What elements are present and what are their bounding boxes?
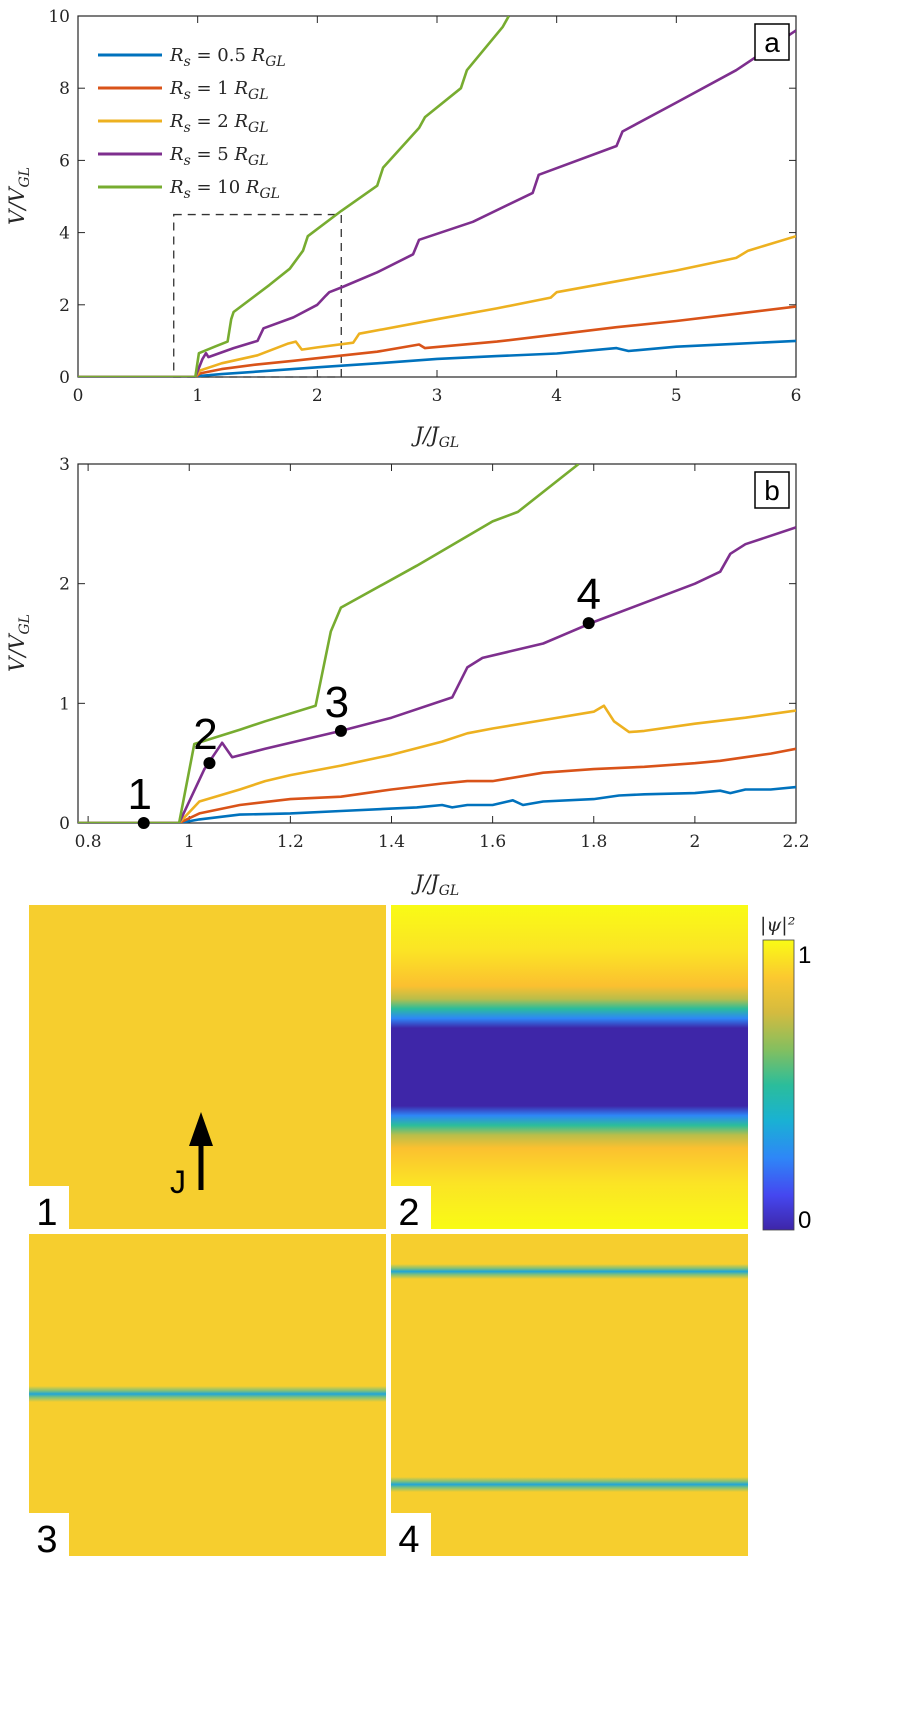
panel-a-series [78, 16, 796, 377]
map-tile-3: 3 [29, 1234, 386, 1561]
legend-entry-0: Rs = 0.5 RGL [169, 45, 286, 70]
series-line-2 [78, 704, 796, 823]
panel-b-series [78, 464, 796, 823]
map-tile-4-stripe-lower [391, 1477, 748, 1492]
ytick-label: 2 [59, 296, 70, 316]
panel-a-tag: a [764, 27, 780, 58]
panel-b-ylabel: V/VGL [5, 614, 33, 672]
series-line-3 [78, 526, 796, 823]
panel-b-tag: b [764, 475, 780, 506]
map-tile-4-stripe-upper [391, 1264, 748, 1279]
xtick-label: 2.2 [782, 832, 809, 852]
state-marker-3 [334, 724, 347, 737]
ytick-label: 1 [59, 694, 70, 714]
map-tile-4-field [391, 1234, 748, 1556]
xtick-label: 6 [791, 386, 802, 406]
state-marker-2 [203, 757, 216, 770]
xtick-label: 2 [312, 386, 323, 406]
map-tile-2: 2 [391, 905, 748, 1234]
map-tile-3-label-bg [29, 1513, 69, 1556]
panel-a-ylabel: V/VGL [5, 167, 33, 225]
series-line-1 [78, 747, 796, 823]
series-line-0 [78, 339, 796, 377]
map-tile-1-label-bg [29, 1186, 69, 1229]
panel-a-zoom-box [173, 213, 342, 378]
xtick-label: 1.8 [580, 832, 607, 852]
panel-a-ticks: 0 1 2 3 4 5 6 0 2 4 6 8 10 [48, 7, 801, 406]
xtick-label: 1.4 [378, 832, 405, 852]
xtick-label: 3 [432, 386, 443, 406]
ytick-label: 2 [59, 575, 70, 595]
xtick-label: 1.6 [479, 832, 506, 852]
map-tile-1-label: 1 [36, 1192, 57, 1234]
ytick-label: 8 [59, 79, 70, 99]
xtick-label: 0 [73, 386, 84, 406]
map-tile-4-label: 4 [398, 1519, 419, 1561]
map-tile-3-stripe [29, 1386, 386, 1402]
colorbar-max-label: 1 [798, 942, 811, 969]
legend-entry-3: Rs = 5 RGL [169, 144, 269, 169]
xtick-label: 1.2 [277, 832, 304, 852]
map-tile-1: J 1 [29, 905, 386, 1234]
panel-a-tag-box [754, 23, 790, 61]
legend-entry-1: Rs = 1 RGL [169, 78, 269, 103]
legend: Rs = 0.5 RGL Rs = 1 RGL Rs = 2 RGL Rs = … [98, 45, 286, 202]
series-line-0 [78, 785, 796, 823]
xtick-label: 1 [192, 386, 203, 406]
ytick-label: 4 [59, 224, 70, 244]
current-arrow-icon [189, 1112, 213, 1146]
xtick-label: 5 [671, 386, 682, 406]
current-arrow-label: J [170, 1164, 186, 1200]
ytick-label: 3 [59, 455, 70, 475]
map-tile-3-label: 3 [36, 1519, 57, 1561]
state-marker-label-2: 2 [193, 710, 217, 759]
panel-b-xlabel: J/JGL [411, 871, 459, 899]
state-marker-4 [582, 617, 595, 630]
map-tile-2-field [391, 905, 748, 1229]
colorbar-label: |ψ|² [760, 914, 795, 936]
legend-entry-4: Rs = 10 RGL [169, 177, 280, 202]
state-marker-1 [137, 817, 150, 829]
panel-a-plot-area [77, 15, 797, 378]
map-tile-2-label: 2 [398, 1192, 419, 1234]
xtick-label: 0.8 [75, 832, 102, 852]
map-tile-2-label-bg [391, 1186, 431, 1229]
series-line-1 [78, 305, 796, 377]
panel-b-plot-area [77, 463, 797, 824]
order-parameter-maps: J 1 2 3 4 |ψ|² 1 0 [29, 905, 811, 1561]
ytick-label: 0 [59, 368, 70, 388]
ytick-label: 10 [48, 7, 70, 27]
series-line-3 [78, 29, 796, 377]
state-marker-label-1: 1 [127, 770, 151, 819]
panel-b-tag-box [754, 471, 790, 509]
panel-a-xlabel: J/JGL [411, 423, 459, 451]
colorbar-gradient [762, 939, 795, 1231]
state-marker-label-3: 3 [325, 678, 349, 727]
map-tile-1-field [29, 905, 386, 1229]
xtick-label: 1 [184, 832, 195, 852]
xtick-label: 2 [689, 832, 700, 852]
xtick-label: 4 [551, 386, 562, 406]
colorbar-min-label: 0 [798, 1207, 811, 1234]
colorbar: |ψ|² 1 0 [760, 914, 811, 1234]
legend-entry-2: Rs = 2 RGL [169, 111, 269, 136]
state-marker-label-4: 4 [576, 570, 600, 619]
map-tile-4: 4 [391, 1234, 748, 1561]
map-tile-4-label-bg [391, 1513, 431, 1556]
series-line-4 [78, 16, 510, 377]
ytick-label: 0 [59, 814, 70, 834]
series-line-2 [78, 234, 796, 377]
zoom-region-box [173, 213, 342, 378]
panel-a: 0 1 2 3 4 5 6 0 2 4 6 8 10 Rs = 0.5 RGL Rs = 1 RGL R… [5, 7, 801, 451]
series-line-4 [78, 464, 580, 823]
ytick-label: 6 [59, 151, 70, 171]
panel-b-markers: 12 3 4 [127, 570, 601, 829]
